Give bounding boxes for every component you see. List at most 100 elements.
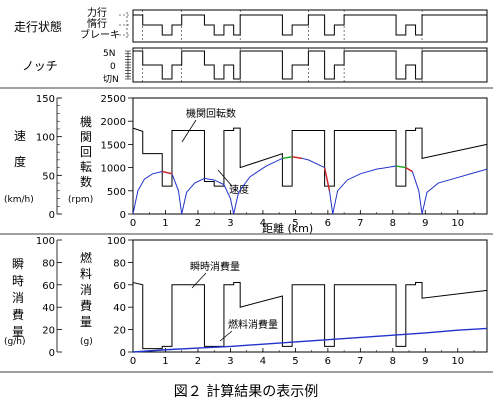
fuel-tick-label: 0 bbox=[120, 348, 126, 359]
x-tick-label: 9 bbox=[422, 218, 428, 229]
speed-highlight-segment bbox=[282, 156, 293, 160]
x-tick-label: 5 bbox=[292, 356, 298, 367]
state-label-power: 力行 bbox=[87, 6, 107, 19]
notch-row-label: ノッチ bbox=[22, 59, 58, 73]
figure-caption: 図２ 計算結果の表示例 bbox=[174, 384, 318, 400]
x-tick-label: 4 bbox=[260, 218, 266, 229]
state-row-label: 走行状態 bbox=[14, 19, 62, 34]
speed-tick-label: 100 bbox=[36, 133, 55, 144]
fuel-unit: (g) bbox=[80, 337, 93, 347]
x-tick-label: 6 bbox=[325, 218, 331, 229]
instant-unit: (g/h) bbox=[4, 337, 25, 347]
instant-tick-label: 20 bbox=[42, 326, 55, 337]
speed-highlight-segment bbox=[405, 166, 413, 173]
speed-highlight-segment bbox=[395, 165, 406, 169]
annotation-speed-leader bbox=[217, 169, 233, 187]
panel-frame-3 bbox=[132, 239, 488, 353]
rpm-axis-label-char: 数 bbox=[80, 174, 92, 189]
rpm-unit: (rpm) bbox=[68, 195, 93, 205]
fuel-tick-label: 80 bbox=[113, 258, 126, 269]
x-tick-label: 3 bbox=[227, 356, 233, 367]
x-tick-label: 0 bbox=[130, 356, 136, 367]
instant-tick-label: 60 bbox=[42, 281, 55, 292]
instant-axis-label-char: 消 bbox=[12, 291, 24, 305]
annotation-engine-speed: 機関回転数 bbox=[186, 107, 236, 120]
instant-tick-label: 40 bbox=[42, 303, 55, 314]
instant-tick-label: 100 bbox=[36, 236, 55, 247]
annotation-instant-leader bbox=[191, 272, 207, 289]
fuel-consumption-line bbox=[132, 327, 488, 353]
panel-frame-2 bbox=[132, 97, 488, 215]
x-tick-label: 1 bbox=[162, 218, 168, 229]
fuel-tick-label: 60 bbox=[113, 281, 126, 292]
x-tick-label: 6 bbox=[325, 356, 331, 367]
speed-tick-label: 150 bbox=[36, 94, 55, 105]
fuel-tick-label: 100 bbox=[107, 236, 126, 247]
instant-tick-label: 80 bbox=[42, 258, 55, 269]
rpm-tick-label: 500 bbox=[107, 187, 126, 198]
rpm-tick-label: 1000 bbox=[101, 164, 126, 175]
x-tick-label: 3 bbox=[227, 218, 233, 229]
speed-unit: (km/h) bbox=[4, 195, 34, 205]
state-series-line bbox=[133, 14, 487, 36]
x-tick-label: 2 bbox=[195, 218, 201, 229]
speed-highlight-segment bbox=[323, 167, 331, 191]
fuel-consumption-axis-label: 燃料消費量 bbox=[80, 250, 92, 329]
x-tick-label: 0 bbox=[130, 218, 136, 229]
rpm-axis-label-char: 関 bbox=[80, 130, 92, 144]
rpm-tick-label: 2000 bbox=[101, 117, 126, 128]
state-label-brake: ブレーキ bbox=[80, 28, 120, 41]
x-tick-label: 9 bbox=[422, 356, 428, 367]
rpm-tick-label: 2500 bbox=[101, 94, 126, 105]
x-tick-label: 1 bbox=[162, 356, 168, 367]
panel-frames bbox=[0, 9, 493, 373]
x-tick-label: 7 bbox=[357, 218, 363, 229]
rpm-axis-label-char: 回 bbox=[80, 145, 92, 159]
x-tick-label: 8 bbox=[390, 218, 396, 229]
fuel-axis-label-char: 消 bbox=[80, 283, 92, 297]
notch-series-line bbox=[133, 50, 487, 80]
x-tick-label: 10 bbox=[451, 356, 464, 367]
notch-tick-bottom: 切N bbox=[103, 74, 119, 85]
instant-consumption-line bbox=[132, 282, 488, 350]
panel-frame-0 bbox=[132, 9, 488, 43]
plot-series bbox=[132, 14, 488, 353]
speed-tick-label: 50 bbox=[42, 171, 55, 182]
distance-axis-label: 距離 (km) bbox=[262, 221, 313, 235]
speed-axis-label-2: 度 bbox=[14, 154, 26, 169]
rpm-tick-label: 0 bbox=[120, 210, 126, 221]
annotation-instant: 瞬時消費量 bbox=[190, 260, 240, 273]
x-tick-label: 2 bbox=[195, 356, 201, 367]
speed-highlight-segment bbox=[162, 170, 173, 175]
panel-frame-1 bbox=[132, 47, 488, 83]
x-tick-label: 7 bbox=[357, 356, 363, 367]
speed-highlight-segment bbox=[292, 156, 302, 160]
instant-axis-label-char: 量 bbox=[12, 325, 24, 339]
instant-axis-label-char: 瞬 bbox=[12, 257, 24, 271]
annotation-fuel-leader bbox=[219, 330, 233, 342]
notch-tick-mid: 0 bbox=[110, 62, 116, 72]
fuel-axis-label-char: 費 bbox=[80, 298, 92, 313]
rpm-tick-label: 1500 bbox=[101, 140, 126, 151]
state-label-coast: 惰行 bbox=[87, 17, 107, 30]
annotation-engine-speed-leader bbox=[181, 119, 197, 143]
instant-axis-label-char: 時 bbox=[12, 274, 24, 288]
fuel-axis-label-char: 料 bbox=[80, 267, 92, 281]
rpm-axis-label: 機関回転数 bbox=[80, 114, 92, 189]
fuel-tick-label: 40 bbox=[113, 303, 126, 314]
fuel-tick-label: 20 bbox=[113, 326, 126, 337]
notch-tick-top: 5N bbox=[103, 49, 115, 59]
fuel-axis-label-char: 量 bbox=[80, 315, 92, 329]
x-tick-label: 10 bbox=[451, 218, 464, 229]
instant-consumption-axis-label: 瞬時消費量 bbox=[12, 257, 24, 339]
x-tick-label: 8 bbox=[390, 356, 396, 367]
annotation-speed: 速度 bbox=[229, 183, 249, 196]
rpm-axis-label-char: 機 bbox=[80, 114, 92, 129]
vehicle-speed-line bbox=[132, 156, 488, 215]
speed-axis-label-1: 速 bbox=[14, 129, 26, 143]
instant-axis-label-char: 費 bbox=[12, 307, 24, 322]
instant-tick-label: 0 bbox=[49, 348, 55, 359]
rpm-axis-label-char: 転 bbox=[80, 160, 92, 174]
